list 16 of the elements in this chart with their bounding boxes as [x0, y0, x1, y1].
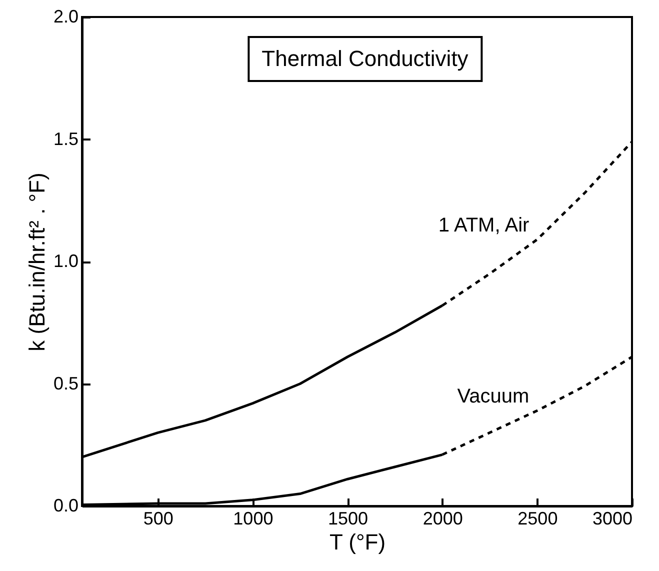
- y-tick-label: 1.0: [53, 251, 78, 271]
- text: Thermal Conductivity: [248, 36, 482, 82]
- y-axis-title: k (Btu.in/hr.ft² . °F): [24, 172, 50, 352]
- x-tick-label: 500: [143, 508, 174, 528]
- x-axis-title: T (°F): [329, 530, 386, 554]
- x-tick-label: 1500: [328, 508, 368, 528]
- x-tick-label: 2000: [422, 508, 463, 528]
- y-tick-label: 0.0: [53, 496, 78, 516]
- annotation: Vacuum: [457, 386, 530, 408]
- x-tick-label: 2500: [518, 508, 558, 528]
- y-tick-label: 0.5: [53, 373, 78, 394]
- annotation: 1 ATM, Air: [438, 214, 530, 236]
- y-tick-label: 2.0: [53, 6, 78, 26]
- x-tick-label: 3000: [592, 508, 632, 528]
- y-tick-label: 1.5: [53, 128, 78, 149]
- x-tick-label: 1000: [233, 508, 274, 528]
